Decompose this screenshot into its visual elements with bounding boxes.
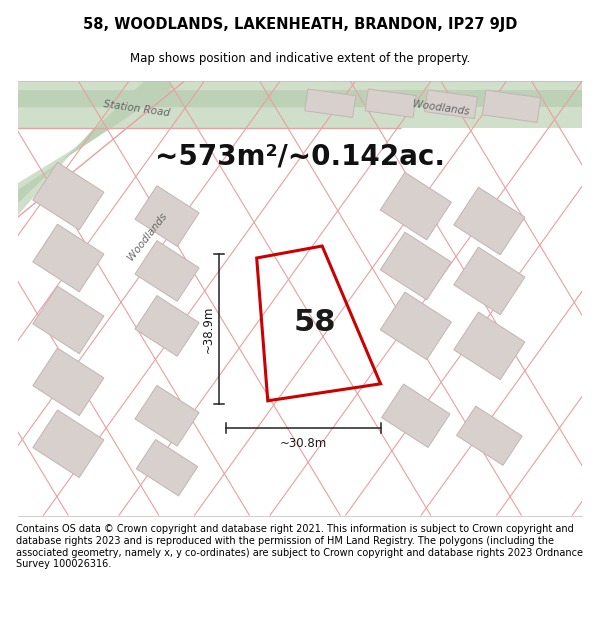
Text: Map shows position and indicative extent of the property.: Map shows position and indicative extent… (130, 52, 470, 65)
Polygon shape (482, 90, 541, 123)
Text: ~38.9m: ~38.9m (202, 305, 215, 352)
Text: Woodlands: Woodlands (125, 210, 169, 262)
Text: Woodlands: Woodlands (412, 99, 470, 117)
Polygon shape (380, 292, 451, 360)
Polygon shape (33, 162, 104, 230)
Polygon shape (305, 89, 356, 118)
Polygon shape (380, 232, 451, 300)
Polygon shape (454, 312, 525, 379)
Polygon shape (135, 296, 199, 356)
Text: Contains OS data © Crown copyright and database right 2021. This information is : Contains OS data © Crown copyright and d… (16, 524, 583, 569)
Polygon shape (33, 286, 104, 354)
Polygon shape (33, 224, 104, 292)
Polygon shape (380, 173, 451, 240)
Text: Station Road: Station Road (103, 99, 171, 118)
Polygon shape (33, 410, 104, 478)
Polygon shape (425, 90, 478, 119)
Polygon shape (365, 89, 416, 118)
Polygon shape (13, 81, 184, 221)
Text: 58: 58 (293, 308, 336, 337)
Text: ~30.8m: ~30.8m (280, 438, 327, 450)
Polygon shape (330, 90, 587, 108)
Text: 58, WOODLANDS, LAKENHEATH, BRANDON, IP27 9JD: 58, WOODLANDS, LAKENHEATH, BRANDON, IP27… (83, 17, 517, 32)
Polygon shape (382, 384, 450, 448)
Text: ~573m²/~0.142ac.: ~573m²/~0.142ac. (155, 142, 445, 170)
Polygon shape (454, 188, 525, 255)
Polygon shape (457, 406, 522, 466)
Polygon shape (13, 81, 401, 128)
Polygon shape (13, 90, 401, 108)
Polygon shape (330, 81, 587, 128)
Polygon shape (33, 348, 104, 416)
Polygon shape (135, 241, 199, 301)
Polygon shape (135, 386, 199, 446)
Polygon shape (13, 81, 174, 221)
Polygon shape (135, 186, 199, 246)
Polygon shape (136, 439, 198, 496)
Polygon shape (454, 247, 525, 315)
